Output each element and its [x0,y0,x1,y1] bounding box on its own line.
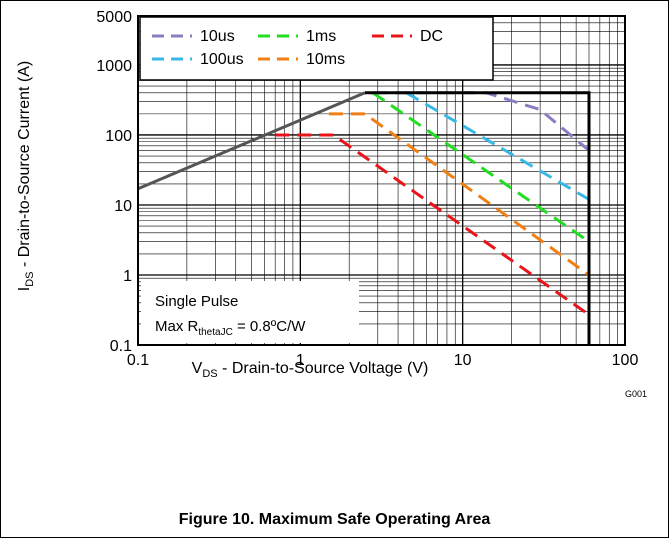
y-axis-label: IDS - Drain-to-Source Current (A) [16,61,36,291]
y-tick-label: 0.1 [110,338,132,355]
package-limit-line [364,91,591,345]
figure-caption: Figure 10. Maximum Safe Operating Area [178,511,491,528]
note-line-2: Max RthetaJC = 0.8ºC/W [155,318,306,338]
series-100us-line [405,91,590,201]
y-tick-label: 1000 [96,58,132,75]
legend-label-10us: 10us [200,28,235,45]
legend-box [139,16,494,81]
legend: 10us 1ms DC 100us 10ms [139,16,494,81]
y-tick-label: 100 [105,128,132,145]
x-tick-label: 100 [612,352,639,369]
legend-label-dc: DC [420,28,443,45]
series-dc-line [275,133,590,317]
x-tick-label: 1 [296,352,305,369]
plot-frame [137,15,626,346]
y-tick-label: 10 [114,198,132,215]
tick-labels: 0.1 1 10 100 0.1 1 10 100 1000 5000 [96,9,638,369]
series-10ms-line [328,112,590,277]
figure-code: G001 [625,389,647,399]
legend-label-1ms: 1ms [306,28,336,45]
test-conditions-note: Single Pulse Max RthetaJC = 0.8ºC/W [141,281,359,343]
note-line-1: Single Pulse [155,293,238,310]
x-tick-label: 10 [454,352,472,369]
y-tick-label: 5000 [96,9,132,26]
y-tick-label: 1 [123,268,132,285]
legend-label-100us: 100us [200,51,244,68]
legend-label-10ms: 10ms [306,51,345,68]
boundary-lines [137,91,591,345]
series-1ms-line [372,91,590,243]
x-tick-label: 0.1 [127,352,149,369]
x-axis-label: VDS - Drain-to-Source Voltage (V) [192,360,429,380]
rdson-limit-line [137,91,366,191]
note-box [141,281,359,343]
